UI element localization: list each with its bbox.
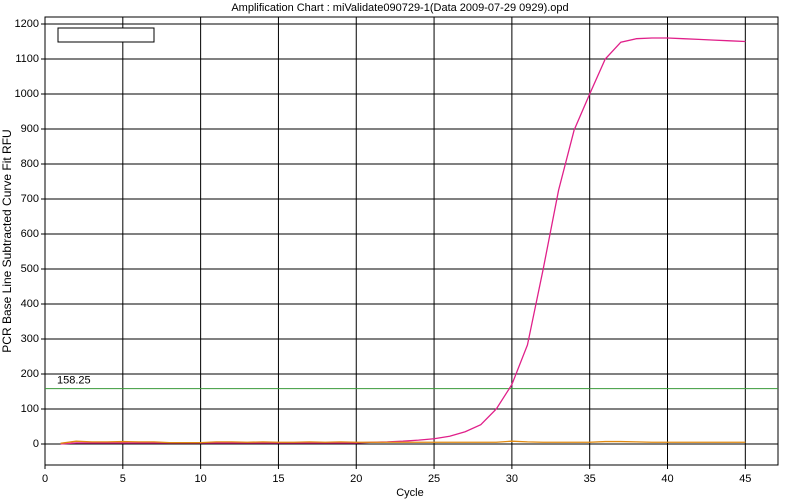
y-tick-label: 100 <box>21 403 39 415</box>
x-tick-label: 25 <box>428 473 440 485</box>
y-tick-label: 700 <box>21 193 39 205</box>
x-tick-label: 10 <box>195 473 207 485</box>
y-tick-label: 500 <box>21 263 39 275</box>
y-tick-label: 0 <box>33 438 39 450</box>
y-tick-label: 400 <box>21 298 39 310</box>
x-axis-label: Cycle <box>396 487 424 499</box>
x-tick-label: 35 <box>584 473 596 485</box>
x-tick-label: 15 <box>272 473 284 485</box>
x-tick-label: 45 <box>739 473 751 485</box>
legend-box <box>57 27 155 43</box>
chart-title: Amplification Chart : miValidate090729-1… <box>231 2 568 14</box>
y-tick-label: 1000 <box>15 88 39 100</box>
y-tick-label: 600 <box>21 228 39 240</box>
y-tick-label: 1200 <box>15 18 39 30</box>
y-axis-label: PCR Base Line Subtracted Curve Fit RFU <box>0 129 14 352</box>
y-tick-label: 900 <box>21 123 39 135</box>
plot-area <box>44 16 779 466</box>
x-tick-label: 5 <box>120 473 126 485</box>
y-tick-label: 200 <box>21 368 39 380</box>
y-tick-label: 800 <box>21 158 39 170</box>
x-tick-label: 0 <box>42 473 48 485</box>
threshold-label: 158.25 <box>57 375 91 387</box>
x-tick-label: 40 <box>661 473 673 485</box>
x-tick-label: 20 <box>350 473 362 485</box>
x-tick-label: 30 <box>506 473 518 485</box>
y-tick-label: 300 <box>21 333 39 345</box>
data-line <box>60 440 746 444</box>
y-tick-label: 1100 <box>15 53 39 65</box>
